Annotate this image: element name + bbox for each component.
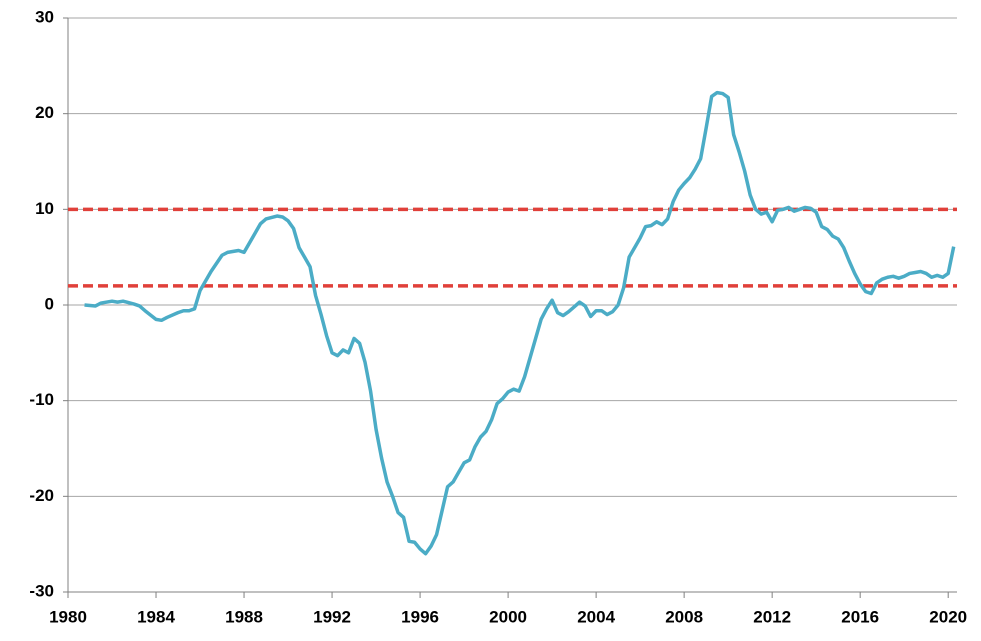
- x-tick-label: 2000: [489, 607, 527, 626]
- y-tick-label: -30: [29, 581, 54, 600]
- x-tick-label: 2020: [929, 607, 967, 626]
- x-tick-label: 2008: [665, 607, 703, 626]
- y-tick-label: 0: [45, 294, 54, 313]
- y-tick-label: -20: [29, 486, 54, 505]
- y-tick-label: 10: [35, 199, 54, 218]
- x-tick-label: 1988: [225, 607, 263, 626]
- x-tick-label: 1992: [313, 607, 351, 626]
- x-tick-label: 1996: [401, 607, 439, 626]
- x-tick-label: 2004: [577, 607, 615, 626]
- y-tick-label: -10: [29, 390, 54, 409]
- x-tick-label: 2012: [753, 607, 791, 626]
- y-tick-label: 20: [35, 103, 54, 122]
- x-tick-label: 1980: [49, 607, 87, 626]
- y-tick-label: 30: [35, 7, 54, 26]
- line: [84, 90, 956, 556]
- x-tick-label: 1984: [137, 607, 175, 626]
- x-tick-label: 2016: [841, 607, 879, 626]
